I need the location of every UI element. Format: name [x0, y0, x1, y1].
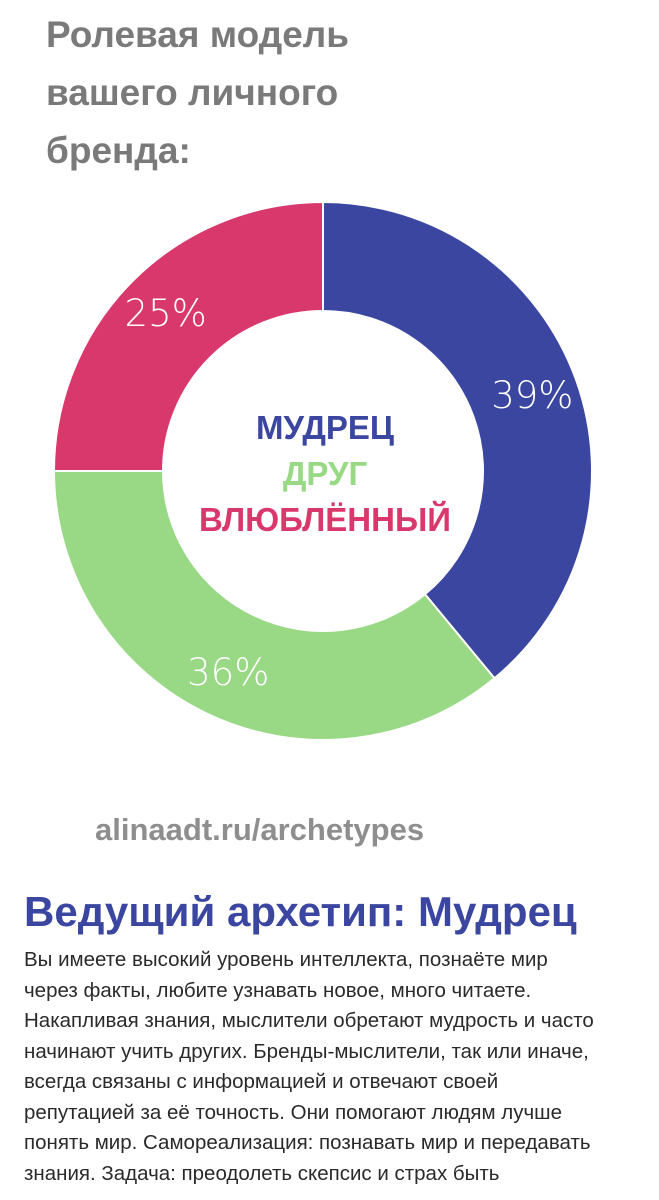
data-label-friend: 36%: [187, 651, 269, 694]
donut-slice-sage: [322, 200, 593, 680]
source-link[interactable]: alinaadt.ru/archetypes: [95, 812, 425, 847]
center-label-friend: ДРУГ: [282, 455, 368, 492]
data-label-sage: 39%: [491, 374, 573, 417]
heading-line: вашего личного: [46, 72, 339, 113]
center-label-lover: ВЛЮБЛЁННЫЙ: [198, 501, 451, 538]
result-description: Вы имеете высокий уровень интеллекта, по…: [24, 945, 644, 1189]
center-label-sage: МУДРЕЦ: [256, 409, 394, 446]
donut-chart: 39% 25% 36%: [52, 200, 593, 741]
description-line: через факты, любите узнавать новое, мног…: [24, 978, 532, 1002]
description-line: Вы имеете высокий уровень интеллекта, по…: [24, 948, 548, 971]
chart-center-labels: МУДРЕЦ ДРУГ ВЛЮБЛЁННЫЙ: [160, 405, 490, 543]
donut-slice-lover: [52, 200, 324, 472]
heading-line: бренда:: [46, 130, 191, 171]
description-line: знания. Задача: преодолеть скепсис и стр…: [24, 1161, 500, 1185]
description-line: Накапливая знания, мыслители обретают му…: [24, 1009, 594, 1032]
description-line: понять мир. Самореализация: познавать ми…: [24, 1131, 591, 1154]
description-line: репутацией за её точность. Они помогают …: [24, 1100, 562, 1124]
description-line: всегда связаны с информацией и отвечают …: [24, 1070, 499, 1093]
result-title: Ведущий архетип: Мудрец: [24, 888, 577, 935]
data-label-lover: 25%: [125, 292, 207, 335]
description-line: начинают учить других. Бренды-мыслители,…: [24, 1039, 589, 1063]
donut-slice-friend: [52, 470, 496, 741]
page-heading: Ролевая модель вашего личного бренда:: [46, 6, 606, 180]
heading-line: Ролевая модель: [46, 14, 350, 55]
